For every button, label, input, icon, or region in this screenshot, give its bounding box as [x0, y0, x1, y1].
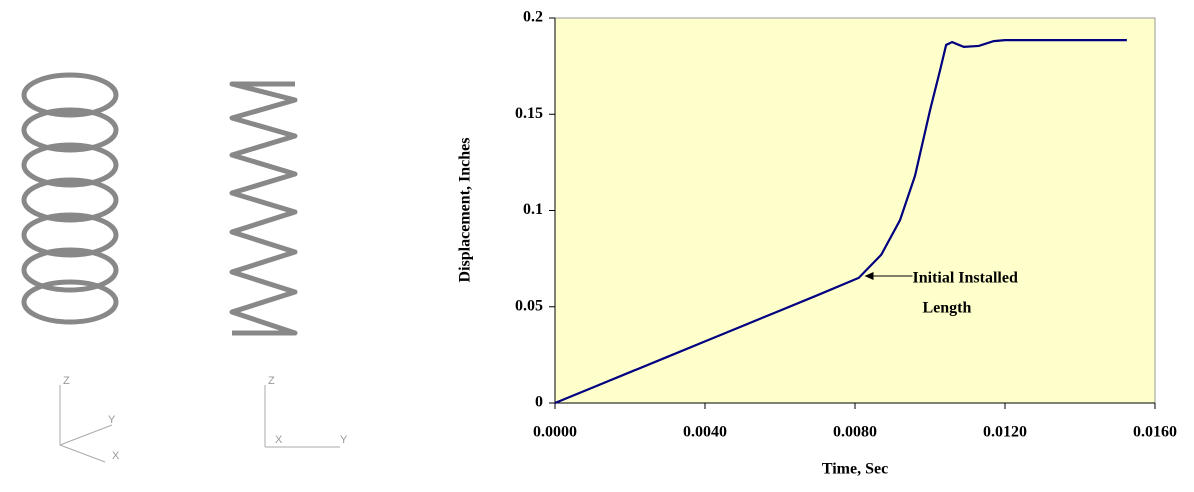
x-axis-label: Time, Sec — [822, 461, 888, 478]
axis-letter: X — [112, 450, 120, 462]
x-tick-label: 0.0000 — [533, 424, 577, 441]
chart: 0 0.05 0.1 0.15 0.2 0.0000 0.0040 0.0080 0.0120 0… — [515, 9, 1177, 441]
x-tick-label: 0.0120 — [983, 424, 1027, 441]
x-tick-label: 0.0040 — [683, 424, 727, 441]
y-tick-label: 0.1 — [523, 201, 543, 218]
axis-letter: Y — [108, 414, 116, 426]
x-tick-label: 0.0080 — [833, 424, 877, 441]
axis-letter: X — [275, 434, 283, 446]
axis-triad-1: Z Y X — [60, 375, 120, 462]
y-tick-label: 0.15 — [515, 105, 543, 122]
y-axis-label: Displacement, Inches — [457, 138, 474, 283]
axis-letter: Z — [268, 375, 275, 387]
annotation-text: Length — [923, 300, 972, 317]
side-spring — [232, 84, 295, 333]
axis-triad-2: Z X Y — [265, 375, 348, 447]
y-tick-label: 0 — [535, 394, 543, 411]
axis-letter: Z — [63, 375, 70, 387]
plot-area — [555, 18, 1155, 403]
axis-letter: Y — [340, 434, 348, 446]
page: Z Y X Z X Y 00.050.10.150.20.00000.00400… — [0, 0, 1194, 487]
coil-spring — [24, 75, 116, 322]
y-tick-label: 0.05 — [515, 297, 543, 314]
x-tick-label: 0.0160 — [1133, 424, 1177, 441]
y-tick-label: 0.2 — [523, 9, 543, 26]
annotation-text: Initial Installed — [913, 270, 1018, 287]
